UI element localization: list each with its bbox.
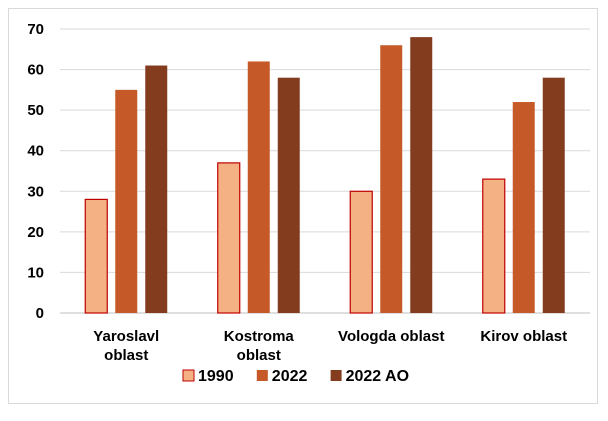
- y-tick-label: 60: [27, 62, 44, 79]
- bar-2022-ao-2: [277, 77, 300, 313]
- y-tick-label: 10: [27, 264, 44, 281]
- legend-swatch-2022: [256, 370, 268, 381]
- y-tick-label: 30: [27, 183, 44, 200]
- legend-label: 2022: [272, 368, 308, 385]
- x-category-label: Kostroma: [224, 328, 295, 345]
- x-category-label: oblast: [237, 347, 281, 364]
- bar-1990-2: [217, 162, 241, 314]
- y-tick-label: 40: [27, 143, 44, 160]
- bar-1990-4: [482, 178, 506, 314]
- legend-swatch-2022-ao: [330, 370, 342, 381]
- x-category-label: Yaroslavl: [93, 328, 159, 345]
- bar-2022-2: [247, 61, 270, 314]
- x-category-label: oblast: [104, 347, 148, 364]
- legend-swatch-1990: [182, 369, 195, 382]
- bar-2022-ao-3: [410, 37, 433, 313]
- bar-2022-ao-4: [542, 77, 565, 313]
- bar-2022-1: [115, 89, 138, 313]
- bar-2022-ao-1: [145, 65, 168, 313]
- y-tick-label: 70: [27, 21, 44, 38]
- y-tick-label: 0: [36, 305, 44, 322]
- x-category-label: Vologda oblast: [338, 328, 444, 345]
- y-tick-label: 20: [27, 224, 44, 241]
- y-tick-label: 50: [27, 102, 44, 119]
- legend-label: 2022 AO: [346, 368, 409, 385]
- legend-label: 1990: [198, 368, 234, 385]
- bar-1990-3: [349, 190, 373, 314]
- bar-2022-3: [380, 45, 403, 313]
- x-category-label: Kirov oblast: [480, 328, 567, 345]
- bar-1990-1: [84, 198, 108, 314]
- bar-2022-4: [512, 102, 535, 314]
